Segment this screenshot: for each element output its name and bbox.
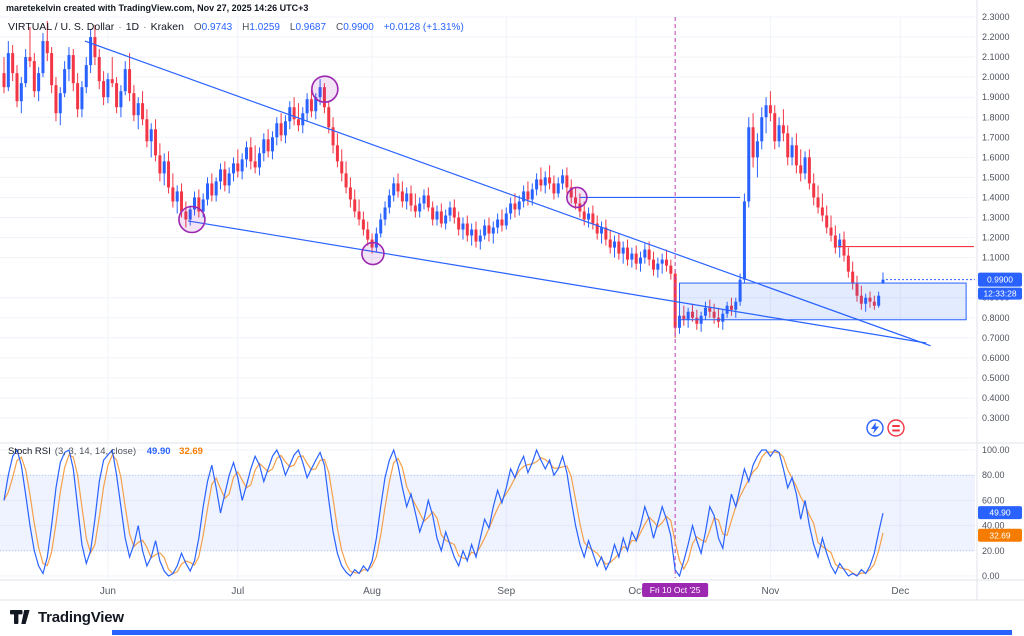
svg-text:1.3000: 1.3000 [982, 213, 1010, 223]
low-label: L [289, 22, 296, 33]
svg-text:Oct: Oct [628, 586, 644, 597]
support-zone-rectangle[interactable] [678, 282, 967, 321]
open-value: 0.9743 [201, 22, 233, 33]
close-value: 0.9900 [343, 22, 374, 33]
indicator-name[interactable]: Stoch RSI [8, 446, 51, 457]
tradingview-logo-icon [10, 610, 30, 624]
candlestick-series [2, 21, 885, 338]
stoch-k-value: 49.90 [146, 446, 171, 457]
svg-text:0.00: 0.00 [982, 571, 1000, 581]
svg-text:32.69: 32.69 [989, 530, 1011, 540]
svg-text:Jun: Jun [100, 586, 116, 597]
legend-separator: · [143, 21, 147, 33]
svg-text:49.90: 49.90 [989, 508, 1011, 518]
pivot-circle-2[interactable] [311, 75, 339, 103]
stoch-d-value: 32.69 [179, 446, 203, 457]
svg-text:Sep: Sep [497, 586, 515, 597]
svg-text:80.00: 80.00 [982, 470, 1005, 480]
event-date-badge: Fri 10 Oct '25 [642, 583, 709, 597]
svg-text:12:33:28: 12:33:28 [983, 289, 1016, 299]
close-label: C [335, 22, 344, 33]
high-label: H [242, 22, 250, 33]
svg-text:1.2000: 1.2000 [982, 233, 1010, 243]
last-price-badge: 0.9900 [978, 272, 1022, 287]
svg-text:0.6000: 0.6000 [982, 353, 1010, 363]
event-marker-icon[interactable] [887, 419, 905, 437]
svg-text:Aug: Aug [363, 586, 381, 597]
svg-text:1.7000: 1.7000 [982, 132, 1010, 142]
svg-text:20.00: 20.00 [982, 546, 1005, 556]
svg-text:2.1000: 2.1000 [982, 52, 1010, 62]
svg-text:Fri 10 Oct '25: Fri 10 Oct '25 [650, 585, 701, 595]
svg-text:0.3000: 0.3000 [982, 413, 1010, 423]
svg-text:1.6000: 1.6000 [982, 152, 1010, 162]
svg-text:0.4000: 0.4000 [982, 393, 1010, 403]
stoch-d-badge: 32.69 [978, 528, 1022, 542]
svg-text:1.8000: 1.8000 [982, 112, 1010, 122]
legend-separator: · [118, 21, 122, 33]
stoch-axis[interactable]: 100.00 80.00 60.00 40.00 20.00 0.00 [982, 445, 1010, 581]
stoch-band [0, 474, 975, 552]
attribution-text: maretekelvin created with TradingView.co… [6, 3, 309, 13]
tradingview-brand-text: TradingView [38, 609, 124, 626]
change-value: +0.0128 (+1.31%) [383, 22, 464, 33]
svg-text:60.00: 60.00 [982, 495, 1005, 505]
pivot-circle-4[interactable] [566, 186, 588, 209]
svg-text:0.8000: 0.8000 [982, 313, 1010, 323]
price-axis[interactable]: 2.3000 2.2000 2.1000 2.0000 1.9000 1.8000 1.70… [982, 12, 1010, 423]
tradingview-brand[interactable]: TradingView [10, 609, 124, 626]
svg-text:40.00: 40.00 [982, 521, 1005, 531]
indicator-legend[interactable]: Stoch RSI (3, 3, 14, 14, close) 49.90 32.… [8, 446, 203, 457]
pivot-circle-3[interactable] [361, 241, 385, 266]
svg-text:2.0000: 2.0000 [982, 72, 1010, 82]
open-label: O [193, 22, 202, 33]
svg-text:1.9000: 1.9000 [982, 92, 1010, 102]
price-axis-bg[interactable] [977, 0, 1024, 600]
symbol-title[interactable]: VIRTUAL / U. S. Dollar [8, 21, 115, 33]
svg-text:1.4000: 1.4000 [982, 192, 1010, 202]
svg-text:Dec: Dec [891, 586, 909, 597]
trendline-1[interactable] [84, 40, 931, 347]
drawing-objects[interactable] [84, 17, 974, 578]
svg-text:0.7000: 0.7000 [982, 333, 1010, 343]
interval-label[interactable]: 1D [125, 21, 140, 33]
low-value: 0.9687 [295, 22, 327, 33]
svg-text:1.5000: 1.5000 [982, 172, 1010, 182]
svg-text:100.00: 100.00 [982, 445, 1010, 455]
trendline-2[interactable] [187, 220, 927, 344]
indicator-params: (3, 3, 14, 14, close) [54, 446, 137, 457]
exchange-label: Kraken [150, 21, 184, 33]
grid [0, 16, 975, 580]
svg-text:1.1000: 1.1000 [982, 253, 1010, 263]
stoch-k-badge: 49.90 [978, 506, 1022, 520]
bar-countdown-badge: 12:33:28 [978, 287, 1022, 300]
svg-text:Nov: Nov [762, 586, 780, 597]
pivot-circle-1[interactable] [178, 205, 206, 234]
bottom-blue-strip [112, 630, 1012, 635]
svg-text:Jul: Jul [231, 586, 244, 597]
lightning-event-icon[interactable] [866, 419, 884, 437]
stoch-k-line [3, 448, 884, 578]
svg-text:0.9900: 0.9900 [987, 275, 1013, 285]
svg-text:2.2000: 2.2000 [982, 32, 1010, 42]
svg-text:0.5000: 0.5000 [982, 373, 1010, 383]
time-axis[interactable]: Jun Jul Aug Sep Oct Nov Dec [100, 586, 909, 597]
high-value: 1.0259 [249, 22, 280, 33]
svg-text:2.3000: 2.3000 [982, 12, 1010, 22]
symbol-legend[interactable]: VIRTUAL / U. S. Dollar · 1D · Kraken O0.9743… [8, 21, 464, 33]
